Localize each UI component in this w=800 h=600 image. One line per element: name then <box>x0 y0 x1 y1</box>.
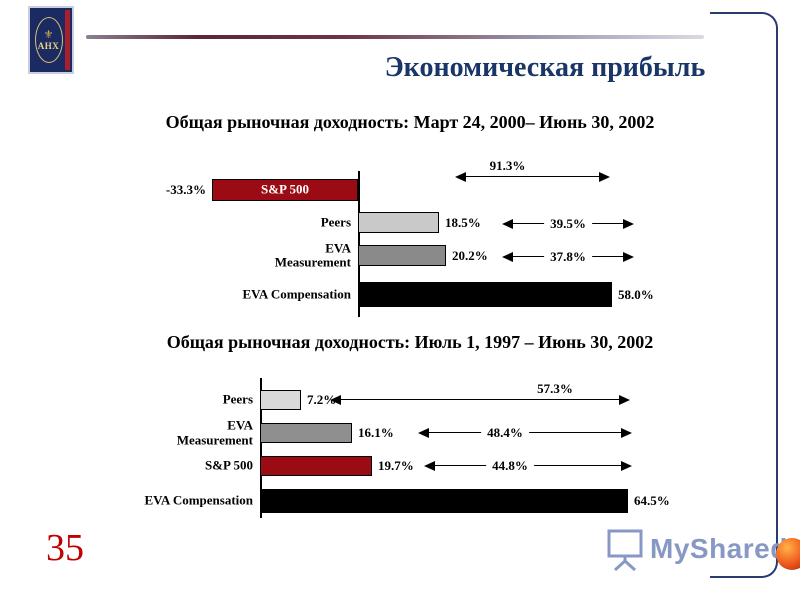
chart-bar <box>358 282 612 307</box>
bar-value-label: 20.2% <box>452 247 488 263</box>
anx-crest-icon: ⚜ АНХ <box>34 17 63 63</box>
anx-logo: ⚜ АНХ <box>28 6 74 74</box>
bar-value-label: 58.0% <box>618 286 654 302</box>
chart-axis-line <box>260 378 262 518</box>
logo-red-stripe <box>65 10 70 70</box>
watermark-ball-icon <box>775 538 800 570</box>
bar-category-label: EVA Compensation <box>144 492 253 508</box>
myshared-watermark[interactable]: MyShared <box>606 524 800 574</box>
arrow-line <box>457 176 608 177</box>
arrow-head-left-icon <box>424 461 435 471</box>
arrow-head-right-icon <box>599 172 610 182</box>
logo-text: АНХ <box>37 40 60 51</box>
bar-category-label: EVA Measurement <box>176 417 253 447</box>
top-divider <box>86 35 704 39</box>
arrow-head-left-icon <box>502 219 513 229</box>
chart-bar <box>260 423 352 443</box>
bar-category-label: Peers <box>320 214 351 230</box>
spread-arrow-label: 37.8% <box>544 249 592 265</box>
bar-category-label: EVA Measurement <box>274 239 351 270</box>
watermark-text: MyShared <box>650 533 788 564</box>
arrow-head-left-icon <box>502 252 513 262</box>
bar-category-label: S&P 500 <box>204 457 253 473</box>
arrow-head-left-icon <box>330 395 341 405</box>
arrow-head-right-icon <box>621 461 632 471</box>
chart-bar <box>260 390 301 410</box>
bar-value-label: 64.5% <box>634 493 670 508</box>
chart-bar <box>358 212 439 233</box>
arrow-head-right-icon <box>623 252 634 262</box>
chart-bar <box>260 456 372 476</box>
spread-arrow: 91.3% <box>455 158 610 183</box>
bar-value-label: 7.2% <box>307 392 337 407</box>
chart-axis-line <box>358 171 360 317</box>
page-number: 35 <box>46 527 84 569</box>
spread-arrow-label: 91.3% <box>489 158 526 173</box>
chart-bar <box>212 179 358 201</box>
slide-title: Экономическая прибыль <box>384 52 706 83</box>
arrow-head-right-icon <box>621 428 632 438</box>
spread-arrow: 57.3% <box>330 381 630 406</box>
spread-arrow: 39.5% <box>502 216 634 232</box>
spread-arrow-label: 57.3% <box>537 381 573 396</box>
chart2-title: Общая рыночная доходность: Июль 1, 1997 … <box>166 332 654 352</box>
chart1-title: Общая рыночная доходность: Март 24, 2000… <box>165 112 655 132</box>
bar-value-label: 16.1% <box>358 425 394 440</box>
bar-category-label: EVA Compensation <box>242 286 351 302</box>
bar-value-label: -33.3% <box>165 182 206 197</box>
arrow-head-right-icon <box>623 219 634 229</box>
spread-arrow-label: 44.8% <box>486 458 534 474</box>
projector-screen-icon <box>607 529 643 571</box>
spread-arrow-label: 39.5% <box>544 216 592 232</box>
chart-bar <box>358 245 446 266</box>
bar-category-label: Peers <box>222 391 253 407</box>
chart2: Peers 7.2% EVA Measurement 16.1% S&P 500 19.7… <box>0 370 800 530</box>
spread-arrow: 48.4% <box>418 425 632 441</box>
arrow-line <box>332 399 628 400</box>
arrow-head-left-icon <box>455 172 466 182</box>
chart1: S&P 500 -33.3% Peers 18.5% EVA Measurement 20… <box>0 155 800 330</box>
spread-arrow: 37.8% <box>502 249 634 265</box>
bar-value-label: 19.7% <box>378 458 414 473</box>
spread-arrow: 44.8% <box>424 458 632 474</box>
chart-bar <box>260 489 628 513</box>
slide-border-frame <box>710 12 778 578</box>
eagle-crest-icon: ⚜ <box>43 28 54 41</box>
arrow-head-right-icon <box>619 395 630 405</box>
bar-value-label: 18.5% <box>445 214 481 230</box>
spread-arrow-label: 48.4% <box>481 425 529 441</box>
bar-category-label: S&P 500 <box>260 181 310 197</box>
arrow-head-left-icon <box>418 428 429 438</box>
